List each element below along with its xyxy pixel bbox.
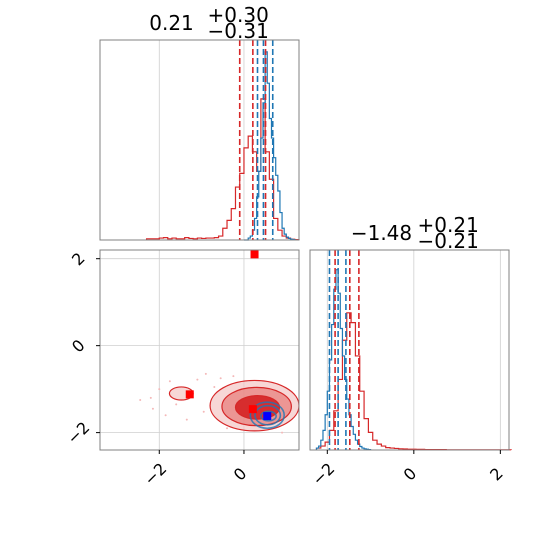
contour-level-red bbox=[234, 395, 281, 420]
y-tick-label: 2 bbox=[68, 249, 89, 270]
sample-point bbox=[168, 380, 171, 383]
y-tick-label: −2 bbox=[63, 418, 93, 448]
contour-level-blue bbox=[249, 401, 285, 430]
contour-panel: −2 0 2 0 −2 bbox=[63, 249, 300, 489]
histogram-series-blue bbox=[315, 269, 372, 451]
x-tick-label: 0 bbox=[400, 464, 421, 485]
y-tick-label: 0 bbox=[68, 336, 89, 357]
sample-point bbox=[139, 399, 142, 401]
marker-blue bbox=[263, 412, 272, 421]
sample-point bbox=[204, 372, 207, 375]
contour-level-blue bbox=[260, 410, 277, 422]
histogram-x-panel bbox=[99, 39, 300, 241]
sample-point bbox=[175, 403, 178, 406]
sample-point bbox=[281, 431, 284, 434]
sample-point bbox=[158, 388, 161, 391]
sample-point bbox=[219, 377, 222, 380]
x-tick-label: −2 bbox=[308, 459, 338, 489]
sample-point bbox=[185, 418, 188, 421]
marker-red bbox=[250, 250, 259, 259]
contour-level-blue bbox=[254, 404, 282, 426]
plot-frame bbox=[99, 39, 300, 241]
x-tick-label: −2 bbox=[140, 459, 170, 489]
sample-point bbox=[151, 407, 154, 410]
marker-red bbox=[185, 390, 194, 399]
sample-point bbox=[232, 375, 235, 378]
x-tick-label: 0 bbox=[230, 464, 251, 485]
histogram-series-blue bbox=[243, 51, 296, 241]
histogram-x-title-upper-error: +0.30 bbox=[208, 3, 269, 27]
histogram-y-title-lower-error: −0.21 bbox=[418, 229, 479, 253]
histogram-y-title-upper-error: +0.21 bbox=[418, 213, 479, 237]
histogram-x-title-lower-error: −0.31 bbox=[208, 19, 269, 43]
sample-point bbox=[149, 396, 152, 399]
histogram-series-red bbox=[145, 98, 300, 241]
x-tick-label: 2 bbox=[486, 464, 507, 485]
histogram-y-title: −1.48 bbox=[351, 221, 412, 245]
sample-point bbox=[202, 410, 205, 413]
plot-frame bbox=[99, 249, 300, 451]
sample-point bbox=[226, 427, 229, 430]
sample-point bbox=[164, 414, 167, 417]
plot-frame bbox=[309, 249, 510, 451]
sample-point bbox=[196, 378, 199, 381]
histogram-x-title: 0.21 bbox=[149, 11, 194, 35]
sample-point bbox=[213, 385, 216, 388]
marker-red bbox=[248, 405, 257, 414]
histogram-y-panel: −2 0 2 bbox=[308, 249, 512, 489]
